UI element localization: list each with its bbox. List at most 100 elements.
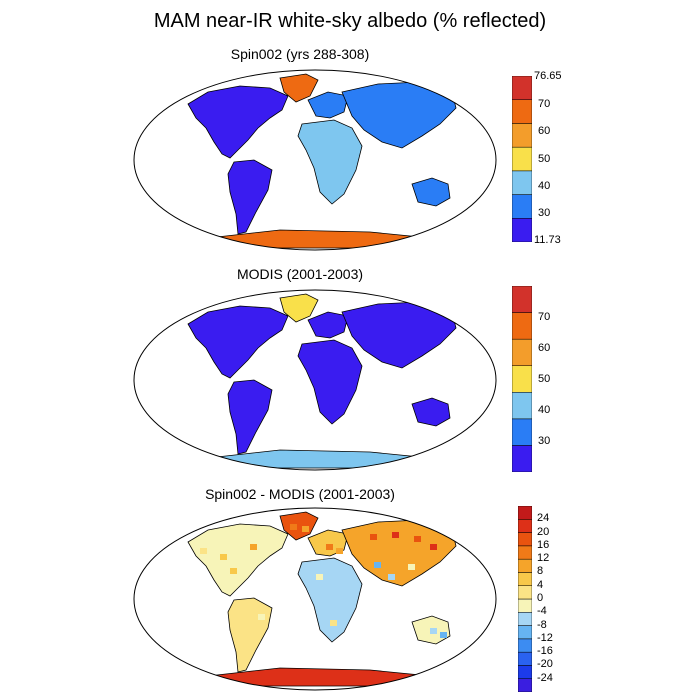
modis-colorbar-swatch-4 xyxy=(512,338,532,366)
diff-colorbar-swatch-8 xyxy=(518,572,532,586)
modis-colorbar-swatch-5 xyxy=(512,312,532,340)
cb-spin-label-70: 70 xyxy=(538,98,551,110)
cb-diff-label-4: 8 xyxy=(537,565,544,578)
modis-south-america-land xyxy=(227,379,273,455)
modis-greenland-land xyxy=(279,293,319,323)
colorbar-diff xyxy=(518,506,532,692)
cb-diff-label-0: 24 xyxy=(537,512,550,525)
diff-colorbar-swatch-7 xyxy=(518,585,532,600)
diff-map-border xyxy=(133,507,497,691)
spin-europe-land xyxy=(307,91,349,119)
diff-cell-10 xyxy=(344,600,351,606)
cb-modis-label-70: 70 xyxy=(538,311,551,323)
panel-title-spin: Spin002 (yrs 288-308) xyxy=(230,46,370,62)
cb-diff-label-2: 16 xyxy=(537,538,550,551)
spin-colorbar-swatch-2 xyxy=(512,170,532,195)
spin-colorbar-swatch-5 xyxy=(512,99,532,124)
diff-colorbar-swatch-11 xyxy=(518,532,532,547)
diff-colorbar-swatch-4 xyxy=(518,625,532,640)
cb-diff-label-5: 4 xyxy=(537,578,544,591)
spin-colorbar-swatch-0 xyxy=(512,218,532,242)
cb-spin-label-60: 60 xyxy=(538,125,551,137)
modis-colorbar-swatch-1 xyxy=(512,418,532,446)
diff-cell-18 xyxy=(374,562,381,568)
cb-modis-label-30: 30 xyxy=(538,435,551,447)
diff-cell-15 xyxy=(430,544,437,550)
diff-cell-13 xyxy=(392,532,399,538)
spin-colorbar-swatch-3 xyxy=(512,146,532,172)
cb-spin-label-50: 50 xyxy=(538,153,551,165)
diff-cell-11 xyxy=(330,620,337,626)
diff-cell-14 xyxy=(414,536,421,542)
cb-diff-label-9: -12 xyxy=(537,631,553,644)
modis-north-america-land xyxy=(187,305,289,379)
modis-colorbar-swatch-6 xyxy=(512,286,532,313)
spin-colorbar-swatch-4 xyxy=(512,123,532,148)
cb-modis-label-40: 40 xyxy=(538,404,551,416)
diff-colorbar-swatch-5 xyxy=(518,612,532,626)
colorbar-spin xyxy=(512,76,532,242)
diff-colorbar-swatch-10 xyxy=(518,545,532,560)
diff-colorbar-swatch-1 xyxy=(518,665,532,679)
cb-diff-label-10: -16 xyxy=(537,645,553,658)
spin-australia-land xyxy=(411,177,451,207)
diff-cell-1 xyxy=(220,554,227,560)
spin-south-america-land xyxy=(227,159,273,235)
modis-colorbar-swatch-3 xyxy=(512,365,532,393)
spin-map-border xyxy=(133,69,497,251)
diff-north-america-land xyxy=(187,523,289,597)
cb-modis-label-60: 60 xyxy=(538,342,551,354)
figure-title: MAM near-IR white-sky albedo (% reflecte… xyxy=(153,10,547,32)
diff-colorbar-swatch-0 xyxy=(518,678,532,692)
map-modis xyxy=(133,289,497,471)
diff-cell-19 xyxy=(388,574,395,580)
cb-spin-label-max: 76.65 xyxy=(534,70,562,82)
spin-greenland-land xyxy=(279,73,319,103)
map-spin xyxy=(133,69,497,251)
modis-map-border xyxy=(133,289,497,471)
diff-cell-5 xyxy=(242,638,249,644)
diff-cell-23 xyxy=(302,526,309,532)
diff-cell-17 xyxy=(408,564,415,570)
cb-modis-label-50: 50 xyxy=(538,373,551,385)
modis-colorbar-swatch-0 xyxy=(512,445,532,472)
cb-diff-label-11: -20 xyxy=(537,658,553,671)
diff-cell-9 xyxy=(328,588,335,594)
panel-title-diff: Spin002 - MODIS (2001-2003) xyxy=(205,486,395,502)
cb-spin-label-40: 40 xyxy=(538,180,551,192)
spin-colorbar-swatch-6 xyxy=(512,76,532,100)
cb-diff-label-7: -4 xyxy=(537,605,547,618)
diff-colorbar-swatch-3 xyxy=(518,638,532,653)
diff-africa-land xyxy=(297,557,363,643)
cb-diff-label-6: 0 xyxy=(537,592,544,604)
spin-africa-land xyxy=(297,119,363,205)
colorbar-modis xyxy=(512,286,532,472)
diff-cell-8 xyxy=(316,574,323,580)
spin-colorbar-swatch-1 xyxy=(512,194,532,219)
cb-diff-label-8: -8 xyxy=(537,618,547,631)
diff-cell-21 xyxy=(440,632,447,638)
diff-colorbar-swatch-12 xyxy=(518,519,532,533)
diff-cell-12 xyxy=(370,534,377,540)
diff-greenland-land xyxy=(279,511,319,541)
diff-cell-16 xyxy=(390,554,397,560)
diff-colorbar-swatch-13 xyxy=(518,506,532,520)
modis-africa-land xyxy=(297,339,363,425)
cb-diff-label-1: 20 xyxy=(537,525,550,538)
diff-cell-0 xyxy=(200,548,207,554)
diff-cell-6 xyxy=(326,544,333,550)
diff-colorbar-swatch-6 xyxy=(518,598,532,613)
spin-north-america-land xyxy=(187,85,289,159)
diff-cell-4 xyxy=(258,614,265,620)
cb-diff-label-3: 12 xyxy=(537,552,550,565)
diff-colorbar-swatch-9 xyxy=(518,558,532,573)
diff-cell-7 xyxy=(336,548,343,554)
diff-colorbar-swatch-2 xyxy=(518,651,532,666)
modis-europe-land xyxy=(307,311,349,339)
diff-cell-22 xyxy=(290,524,297,530)
map-diff xyxy=(133,507,497,691)
cb-spin-label-min: 11.73 xyxy=(534,234,561,246)
diff-cell-3 xyxy=(230,568,237,574)
diff-cell-20 xyxy=(430,628,437,634)
cb-spin-label-30: 30 xyxy=(538,207,551,219)
